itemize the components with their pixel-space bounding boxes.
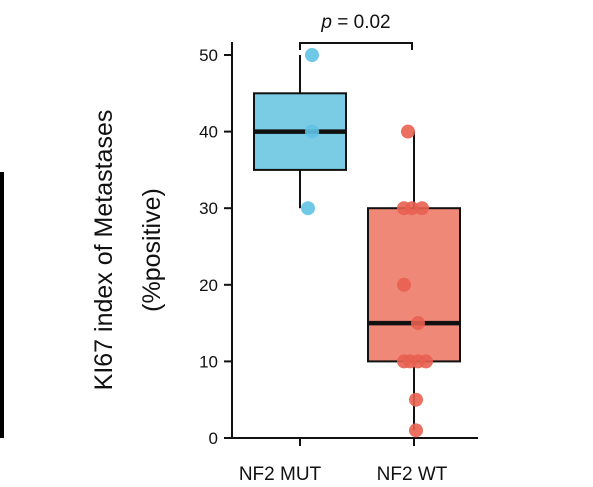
p-value-label: p = 0.02 [320, 12, 390, 33]
y-tick-label: 30 [199, 199, 218, 218]
significance-annotation: p = 0.02 [299, 12, 413, 50]
data-point [409, 423, 423, 438]
data-point [415, 201, 429, 216]
y-tick-label: 10 [199, 352, 218, 371]
x-tick-labels: NF2 MUT NF2 WT [239, 464, 448, 485]
boxes [253, 55, 461, 431]
box-nf2-wt [367, 207, 461, 363]
y-tick-label: 40 [199, 123, 218, 142]
x-tick-label: NF2 MUT [239, 464, 322, 485]
side-border-line [0, 172, 4, 438]
y-tick-label: 20 [199, 276, 218, 295]
data-point [419, 354, 433, 369]
p-value-text: = 0.02 [332, 12, 391, 33]
y-axis-label-line: KI67 index of Metastases [90, 110, 118, 391]
data-point [305, 48, 319, 62]
p-symbol: p [320, 12, 332, 33]
x-tick-label: NF2 WT [377, 464, 448, 485]
data-point [301, 201, 315, 216]
axes [231, 42, 478, 446]
data-point [411, 316, 425, 331]
data-point [397, 277, 411, 292]
data-point [401, 124, 415, 139]
y-tick-label: 0 [209, 429, 218, 448]
data-point [405, 201, 419, 216]
y-axis-label: KI67 index of Metastases (%positive) [90, 110, 166, 391]
significance-bracket [299, 42, 413, 50]
data-point [409, 392, 423, 407]
y-tick-label: 50 [199, 46, 218, 65]
data-points [301, 48, 433, 438]
data-point [305, 124, 319, 139]
y-ticks: 0 10 20 30 40 50 [199, 46, 232, 448]
y-axis-label-line: (%positive) [138, 188, 166, 312]
